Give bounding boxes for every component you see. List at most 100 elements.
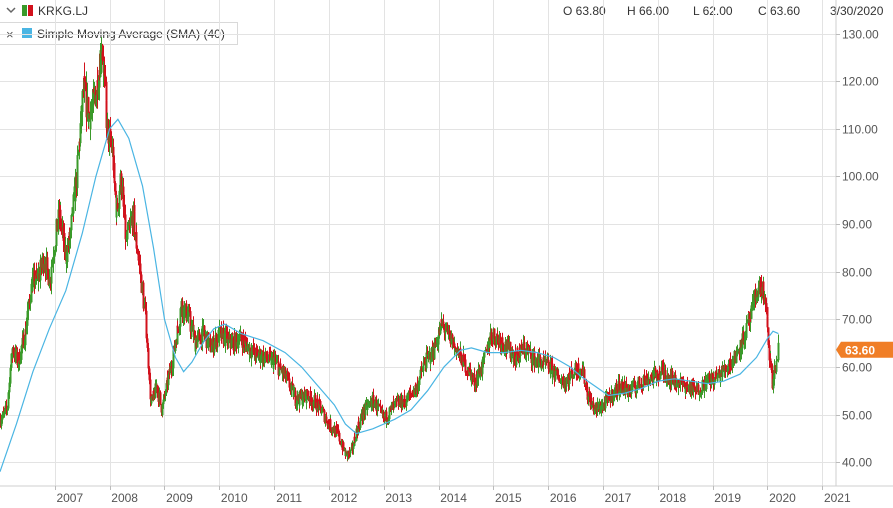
candle-body [316, 398, 319, 403]
candle-body [124, 214, 127, 240]
x-tick-label: 2015 [495, 491, 522, 505]
candle-body [327, 420, 330, 424]
candle-body [136, 248, 139, 254]
candle-body [176, 325, 179, 345]
candle-body [69, 230, 72, 239]
candle-body [496, 334, 499, 337]
candle-body [91, 103, 94, 110]
candle-body [745, 323, 748, 325]
candle-body [183, 307, 186, 318]
chart-header: KRKG.LJ O 63.80 H 66.00 L 62.00 C 63.60 … [0, 0, 893, 22]
candle-body [110, 141, 113, 146]
candle-body [291, 383, 294, 385]
candle-body [3, 410, 6, 412]
candle-body [255, 348, 258, 350]
symbol-label[interactable]: KRKG.LJ [38, 4, 89, 18]
candle-body [601, 405, 604, 409]
candle-body [117, 208, 120, 210]
candle-body [146, 344, 149, 348]
candle-body [70, 220, 73, 231]
candle-body [198, 332, 201, 340]
candle-body [116, 202, 119, 210]
candle-body [76, 155, 79, 160]
candle-body [257, 355, 260, 358]
candle-body [33, 270, 36, 285]
candle-body [388, 407, 391, 417]
candle-body [127, 223, 130, 230]
candle-body [321, 409, 324, 413]
y-tick-label: 130.00 [842, 28, 879, 42]
candle-body [701, 380, 704, 392]
candle-body [39, 271, 42, 281]
candle-body [621, 381, 624, 394]
candle-body [625, 383, 628, 389]
candle-body [385, 411, 388, 423]
candle-body [52, 256, 55, 261]
candle-body [523, 344, 526, 354]
candle-body [118, 197, 121, 209]
candle-body [270, 357, 273, 365]
candle-body [572, 374, 575, 379]
candle-body [500, 344, 503, 349]
candle-body [726, 368, 729, 372]
x-tick-label: 2021 [824, 491, 851, 505]
candle-body [319, 401, 322, 407]
candle-body [750, 305, 753, 319]
y-axis: 40.00 50.00 60.00 70.00 80.00 90.00 100.00 110.… [835, 0, 879, 486]
candle-body [209, 339, 212, 352]
candle-body [719, 373, 722, 383]
candle-body [740, 348, 743, 352]
low-value: L 62.00 [693, 4, 733, 18]
candle-body [8, 382, 11, 393]
candle-body [72, 194, 75, 214]
x-tick-label: 2020 [769, 491, 796, 505]
candle-body [375, 409, 378, 411]
candle-body [159, 396, 162, 405]
candle-body [59, 209, 62, 226]
candle-body [265, 351, 268, 359]
candle-body [643, 376, 646, 382]
candle-body [493, 328, 496, 339]
candle-body [139, 272, 142, 275]
chevron-down-icon[interactable] [6, 5, 16, 15]
candle-body [636, 382, 639, 387]
candle-body [144, 307, 147, 311]
candle-body [403, 395, 406, 402]
candle-body [659, 374, 662, 380]
y-tick-label: 60.00 [842, 361, 872, 375]
candle-body [618, 392, 621, 395]
candle-body [104, 75, 107, 82]
candle-body [515, 356, 518, 365]
candle-body [164, 393, 167, 395]
candle-body [771, 370, 774, 385]
candle-body [426, 352, 429, 355]
candle-body [1, 415, 4, 420]
candle-body [150, 397, 153, 404]
candle-body [547, 359, 550, 369]
candle-body [711, 372, 714, 379]
candle-body [409, 391, 412, 394]
candle-body [10, 353, 13, 368]
candle-body [540, 364, 543, 370]
candle-body [724, 366, 727, 371]
candle-body [288, 378, 291, 388]
x-tick-label: 2017 [605, 491, 632, 505]
candle-body [242, 335, 245, 341]
candle-color-icon [22, 5, 33, 16]
candle-body [593, 409, 596, 412]
candle-body [9, 367, 12, 383]
candle-body [468, 367, 471, 370]
candle-body [26, 310, 29, 319]
candle-body [387, 419, 390, 422]
candle-body [135, 232, 138, 249]
candle-body [476, 374, 479, 385]
last-price-label: 63.60 [845, 343, 875, 357]
candle-body [352, 445, 355, 449]
y-tick-label: 110.00 [842, 123, 878, 137]
candle-body [95, 95, 98, 106]
close-value: C 63.60 [758, 4, 801, 18]
candle-body [422, 366, 425, 372]
candle-body [488, 343, 491, 348]
candle-body [425, 352, 428, 369]
